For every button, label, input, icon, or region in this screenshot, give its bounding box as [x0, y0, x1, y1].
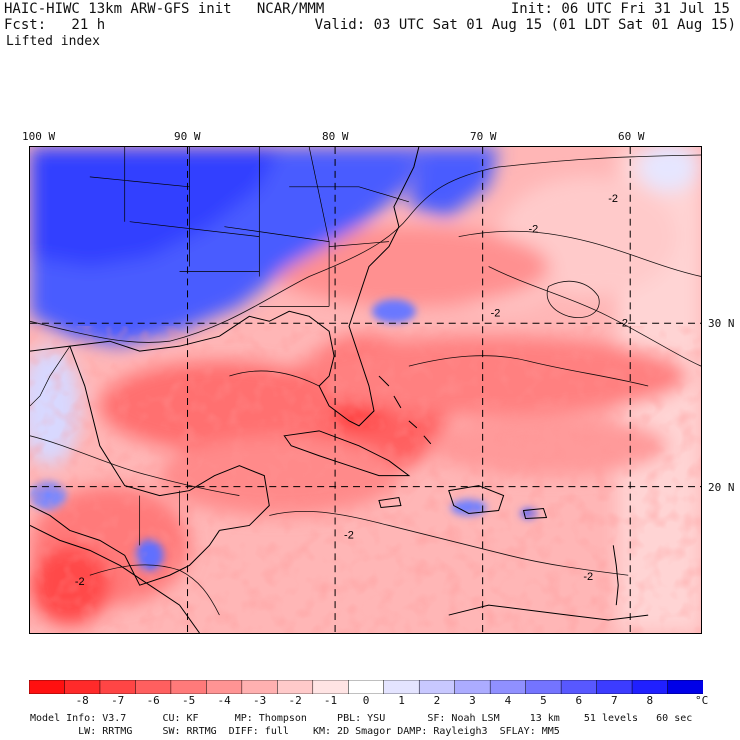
longitude-label: 100 W: [22, 130, 56, 143]
contour-label: -2: [583, 571, 593, 583]
lesser-antilles: [612, 545, 619, 606]
bahamas-islands: [378, 375, 432, 445]
colorbar-swatch: [277, 680, 314, 694]
contour-label: -2: [608, 193, 618, 205]
colorbar-swatch: [29, 680, 66, 694]
colorbar-swatch: [489, 680, 527, 694]
colorbar-tick-label: 3: [469, 694, 476, 707]
contour-label: -2: [491, 307, 501, 319]
colorbar-tick-label: 1: [398, 694, 405, 707]
colorbar-swatch: [348, 680, 385, 694]
stable-pocket: [371, 299, 416, 324]
colorbar-swatch: [667, 680, 703, 694]
colorbar-tick-label: 6: [575, 694, 583, 707]
field-texture: [30, 326, 701, 633]
colorbar-tick-label: -3: [252, 694, 267, 707]
valid-time: Valid: 03 UTC Sat 01 Aug 15 (01 LDT Sat …: [314, 17, 736, 33]
contour-line: [488, 266, 701, 367]
colorbar-swatch: [560, 680, 598, 694]
yucatan-coastline: [69, 346, 270, 531]
colorbar-swatch: [631, 680, 669, 694]
contour-line: [458, 230, 701, 277]
puerto-rico-coastline: [522, 507, 548, 519]
contour-line: [30, 435, 240, 496]
colorbar-tick-label: -7: [111, 694, 125, 707]
contour-line: [269, 511, 629, 576]
colorbar-tick-label: 4: [504, 694, 512, 707]
colorbar: [29, 680, 703, 694]
colorbar-tick-label: -1: [323, 694, 338, 707]
longitude-label: 80 W: [322, 130, 349, 143]
central-america-coastline: [30, 524, 200, 633]
hispaniola-coastline: [448, 485, 505, 515]
colorbar-swatch: [312, 680, 350, 694]
jamaica-coastline: [378, 496, 402, 509]
model-info-line-1: Model Info: V3.7 CU: KF MP: Thompson PBL…: [30, 713, 693, 724]
colorbar-swatch: [525, 680, 562, 694]
central-america-coastline: [30, 505, 220, 586]
contour-line: [229, 370, 320, 387]
colorbar-tick-label: -2: [288, 694, 302, 707]
contour-label: -2: [75, 576, 85, 588]
model-info-line-2: LW: RRTMG SW: RRTMG DIFF: full KM: 2D Sm…: [30, 726, 560, 737]
colorbar-tick-label: 7: [610, 694, 618, 707]
contour-label: -2: [618, 317, 628, 329]
latitude-label: 20 N: [708, 481, 735, 494]
colorbar-tick-label: -6: [146, 694, 160, 707]
gulf-coastline: [30, 147, 420, 427]
contour-line: [89, 564, 220, 616]
state-borders: [89, 147, 409, 307]
colorbar-swatch: [241, 680, 279, 694]
colorbar-swatch: [99, 680, 137, 694]
model-title: HAIC-HIWC 13km ARW-GFS init NCAR/MMM: [4, 1, 325, 17]
forecast-hour: Fcst: 21 h: [4, 17, 106, 33]
contour-label: -2: [344, 529, 354, 541]
stable-edge: [638, 147, 698, 192]
lifted-index-map: -2 -2 -2 -2 -2 -2 -2: [29, 146, 702, 634]
colorbar-swatch: [383, 680, 420, 694]
colorbar-tick-label: 2: [433, 694, 441, 707]
stable-region: [408, 147, 499, 217]
contour-line: [546, 280, 600, 318]
colorbar-tick-label: -4: [217, 694, 231, 707]
colorbar-swatch: [418, 680, 456, 694]
instability-band: [269, 226, 549, 307]
longitude-label: 90 W: [174, 130, 201, 143]
latitude-label: 30 N: [708, 317, 735, 330]
country-border: [30, 345, 180, 546]
contour-line: [30, 154, 701, 343]
colorbar-tick-label: -5: [181, 694, 196, 707]
colorbar-tick-label: -8: [75, 694, 89, 707]
contour-label: -2: [529, 224, 539, 236]
colorbar-swatch: [596, 680, 633, 694]
colorbar-swatch: [454, 680, 491, 694]
colorbar-swatch: [206, 680, 243, 694]
init-time: Init: 06 UTC Fri 31 Jul 15: [510, 1, 730, 17]
cuba-coastline: [283, 430, 411, 477]
colorbar-swatch: [64, 680, 101, 694]
colorbar-unit: °C: [695, 694, 709, 707]
longitude-label: 60 W: [618, 130, 645, 143]
colorbar-swatch: [170, 680, 208, 694]
colorbar-tick-label: 0: [362, 694, 370, 707]
colorbar-tick-label: 8: [646, 694, 654, 707]
field-name: Lifted index: [6, 34, 100, 49]
colorbar-swatch: [135, 680, 172, 694]
contour-line: [408, 355, 649, 387]
longitude-label: 70 W: [470, 130, 497, 143]
colorbar-tick-label: 5: [540, 694, 547, 707]
south-america-coastline: [448, 604, 649, 621]
